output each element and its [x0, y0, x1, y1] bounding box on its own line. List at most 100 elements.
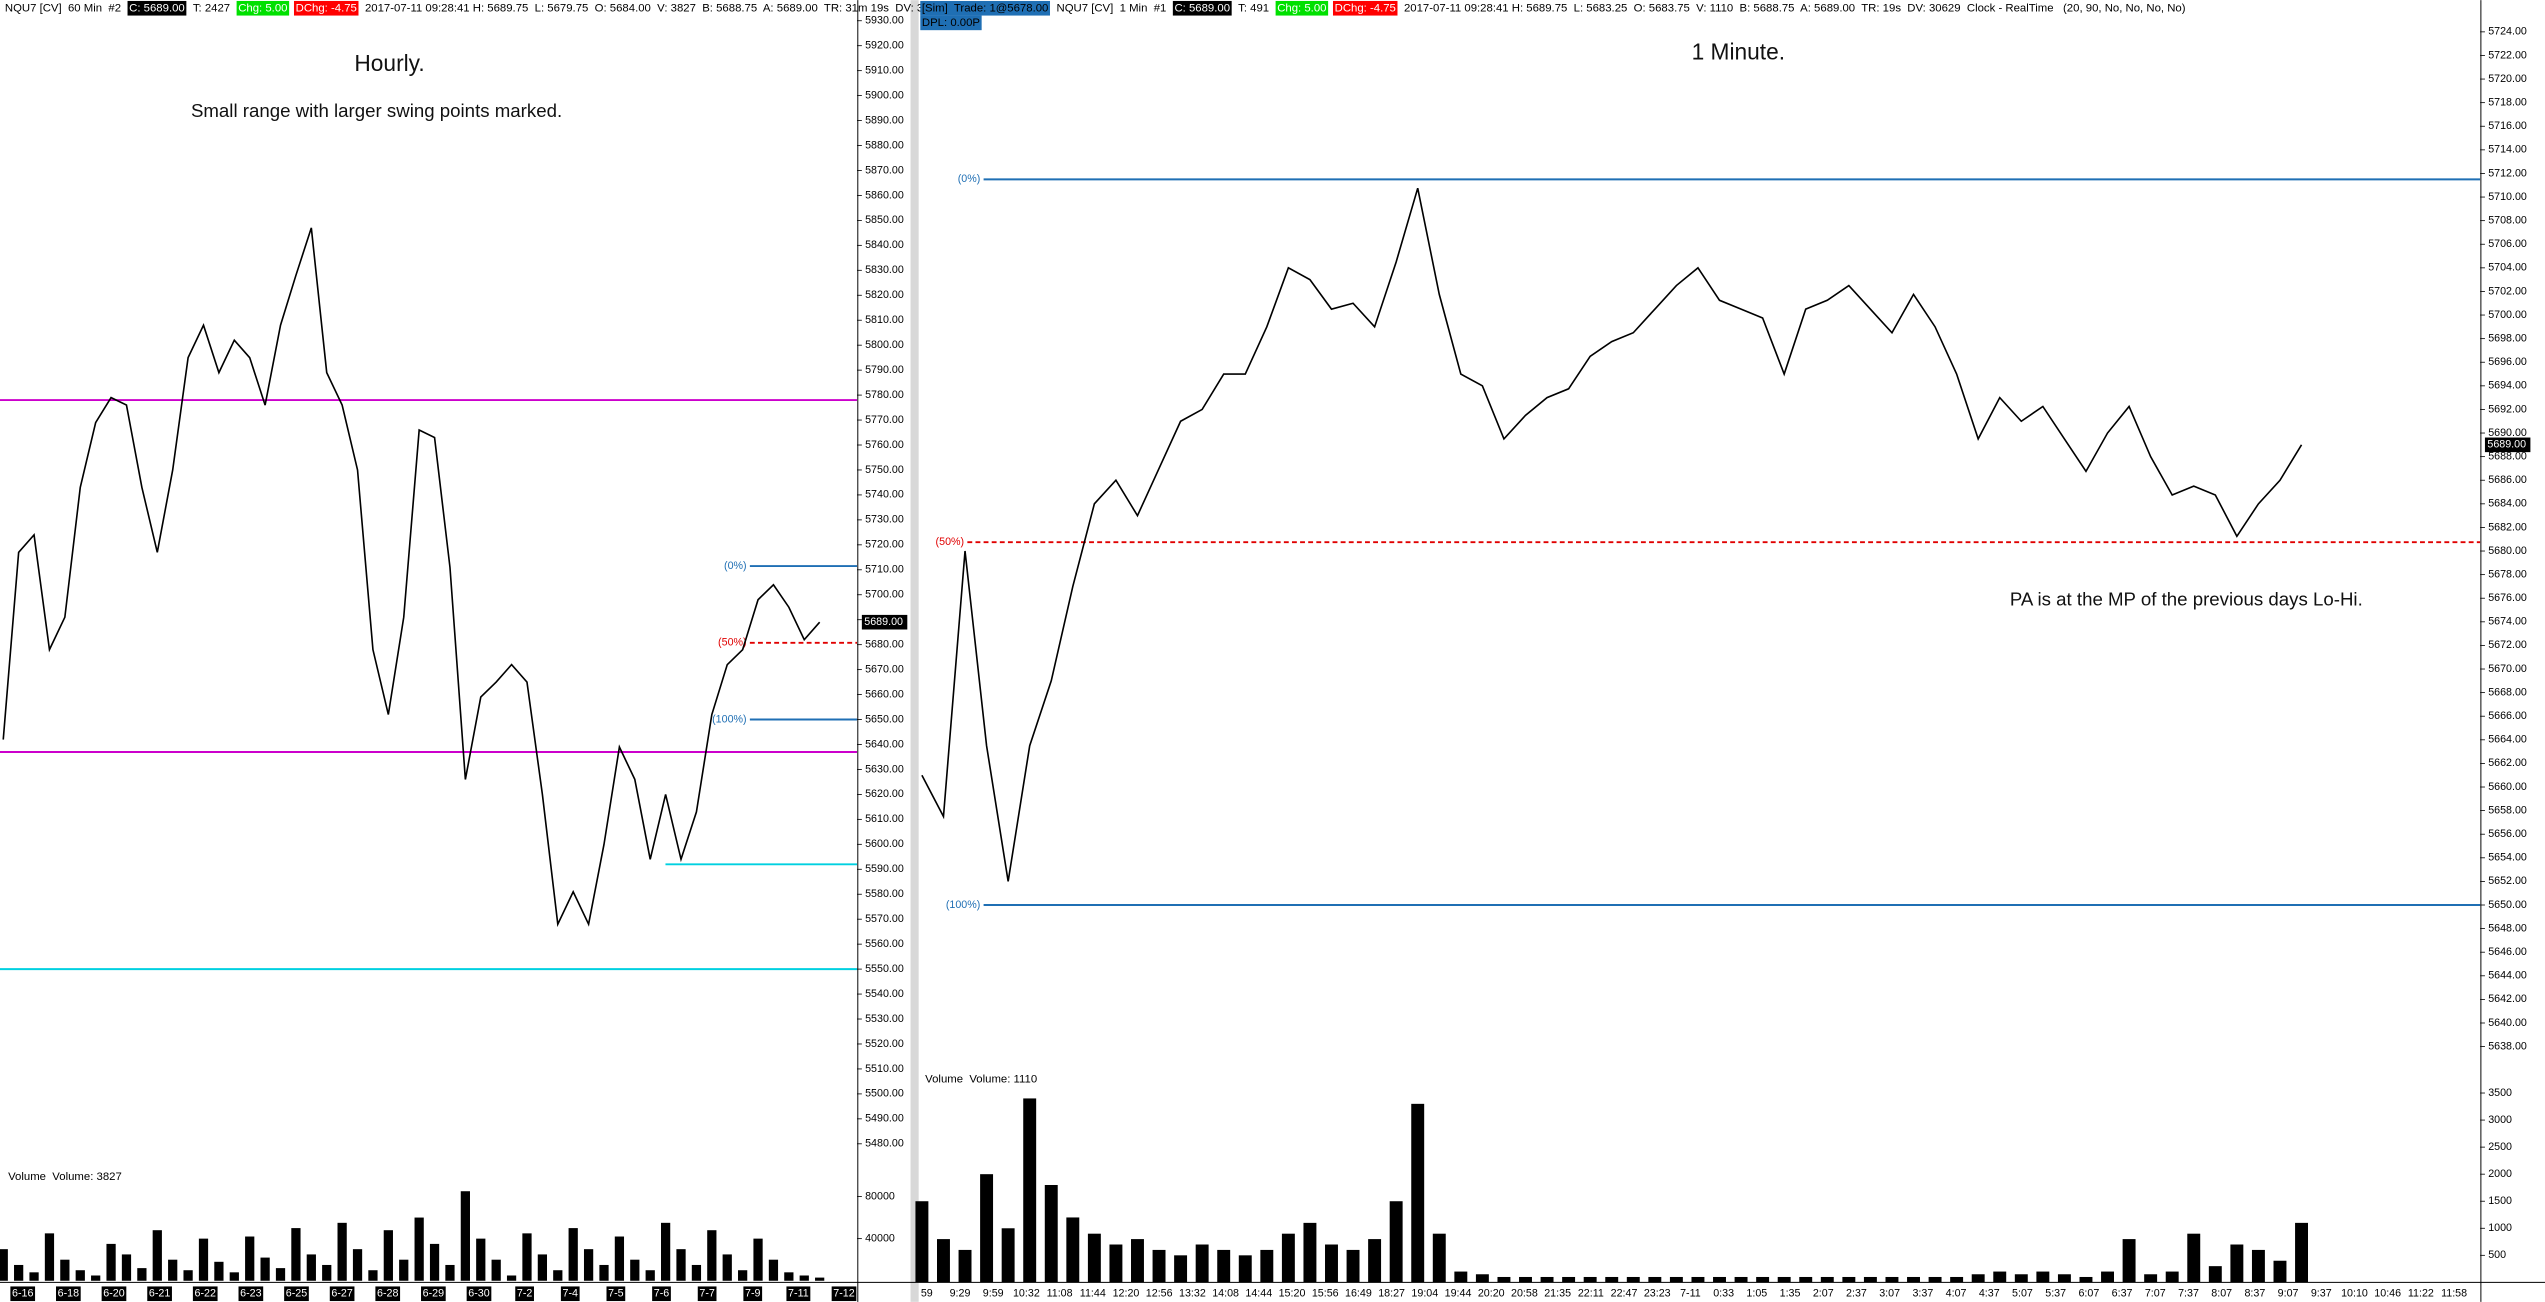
volume-bar: [614, 1236, 625, 1281]
volume-bar: [1583, 1276, 1597, 1283]
x-tick-label: 15:56: [1312, 1288, 1339, 1300]
volume-bar: [660, 1222, 671, 1281]
y-tick-label: 5672.00: [2488, 639, 2527, 651]
x-tick-label: 7:07: [2145, 1288, 2166, 1300]
header-box: [293, 0, 359, 16]
y-tick-label: 5670.00: [865, 663, 904, 675]
x-tick-label: 19:04: [1411, 1288, 1438, 1300]
volume-bar: [1820, 1276, 1834, 1283]
volume-bar: [1799, 1276, 1813, 1283]
header-text: DChg: -4.75: [296, 2, 357, 14]
x-tick-box: [466, 1286, 492, 1302]
x-tick-label: 10:10: [2341, 1288, 2368, 1300]
x-tick-label: 21:35: [1544, 1288, 1571, 1300]
volume-bar: [707, 1230, 717, 1281]
volume-bar: [337, 1222, 347, 1281]
y-tick-label: 5668.00: [2488, 686, 2527, 698]
volume-bar: [306, 1254, 316, 1281]
volume-bar: [722, 1254, 732, 1281]
volume-bar: [245, 1236, 255, 1281]
volume-bar: [260, 1257, 270, 1281]
x-tick-label: 3:37: [1912, 1288, 1933, 1300]
volume-bar: [1777, 1276, 1791, 1283]
volume-bar: [691, 1264, 702, 1281]
y-tick-label: 5710.00: [865, 564, 904, 576]
x-tick-box: [284, 1286, 309, 1302]
x-tick-box: [192, 1286, 218, 1302]
y-tick-label: 5540.00: [865, 988, 904, 1000]
y-tick-label: 5640.00: [865, 738, 904, 750]
x-tick-label: 10:32: [1013, 1288, 1040, 1300]
x-tick-box: [238, 1286, 264, 1302]
x-tick-label: 1:05: [1746, 1288, 1767, 1300]
volume-tick-label: 40000: [865, 1232, 895, 1244]
volume-bar: [322, 1264, 332, 1281]
x-tick-label: 4:07: [1946, 1288, 1967, 1300]
x-tick-label: 18:27: [1378, 1288, 1405, 1300]
volume-bar: [460, 1191, 470, 1281]
volume-bar: [152, 1230, 162, 1281]
volume-bar: [60, 1259, 70, 1281]
y-tick-label: 5686.00: [2488, 474, 2527, 486]
y-tick-label: 5696.00: [2488, 356, 2527, 368]
volume-bar: [915, 1201, 929, 1283]
volume-bar: [676, 1249, 686, 1281]
y-tick-label: 5810.00: [865, 314, 904, 326]
header-box: [1332, 0, 1398, 16]
y-tick-label: 5660.00: [865, 688, 904, 700]
x-tick-label: 6:37: [2112, 1288, 2133, 1300]
header-text: DChg: -4.75: [1335, 2, 1396, 14]
x-tick-label: 22:11: [1578, 1288, 1604, 1300]
volume-bar: [1174, 1255, 1188, 1283]
y-tick-label: 5654.00: [2488, 852, 2527, 864]
x-tick-label: 6-30: [468, 1288, 489, 1300]
y-tick-label: 5520.00: [865, 1038, 904, 1050]
x-tick-label: 7-12: [833, 1288, 854, 1300]
volume-bar: [630, 1259, 640, 1281]
volume-bar: [1756, 1276, 1770, 1283]
x-tick-label: 6-23: [240, 1288, 261, 1300]
price-line: [2, 227, 821, 928]
y-tick-label: 5698.00: [2488, 332, 2527, 344]
x-tick-label: 6-22: [195, 1288, 216, 1300]
y-tick-label: 5660.00: [2488, 781, 2527, 793]
x-tick-label: 7-11: [1680, 1288, 1701, 1300]
x-tick-label: 6-25: [286, 1288, 307, 1300]
header-text: 2017-07-11 09:28:41 H: 5689.75 L: 5679.7…: [365, 2, 923, 14]
volume-tick-label: 1500: [2488, 1195, 2512, 1207]
x-tick-label: 11:08: [1047, 1288, 1073, 1300]
header-text: DPL: 0.00P: [922, 17, 980, 29]
volume-bar: [1691, 1276, 1705, 1283]
level-label: (100%): [712, 713, 747, 725]
x-tick-label: 22:47: [1611, 1288, 1638, 1300]
x-tick-label: 13:32: [1179, 1288, 1206, 1300]
volume-bar: [2230, 1244, 2244, 1283]
x-tick-label: 15:20: [1279, 1288, 1306, 1300]
level-label: (50%): [936, 536, 965, 548]
x-tick-label: 5:07: [2012, 1288, 2033, 1300]
volume-bar: [1648, 1276, 1662, 1283]
volume-bar: [1432, 1233, 1446, 1283]
volume-bar: [506, 1275, 517, 1281]
y-tick-label: 5720.00: [865, 539, 904, 551]
y-tick-label: 5560.00: [865, 938, 904, 950]
volume-bar: [1217, 1249, 1231, 1283]
y-tick-label: 5590.00: [865, 863, 904, 875]
volume-bar: [1713, 1276, 1726, 1283]
x-tick-label: 7-9: [745, 1288, 761, 1300]
volume-bar: [2251, 1249, 2265, 1283]
x-tick-box: [375, 1286, 401, 1302]
volume-bar: [1109, 1244, 1123, 1283]
x-tick-label: 59: [921, 1288, 933, 1300]
volume-tick-label: 500: [2488, 1249, 2506, 1261]
volume-bar: [1605, 1276, 1619, 1283]
x-tick-label: 23:23: [1644, 1288, 1671, 1300]
panel-splitter[interactable]: [910, 0, 919, 1302]
x-tick-label: 9:29: [950, 1288, 971, 1300]
x-tick-label: 6-29: [423, 1288, 444, 1300]
chart-annotation: PA is at the MP of the previous days Lo-…: [2010, 589, 2363, 610]
header-text: C: 5689.00: [1174, 2, 1230, 14]
y-tick-label: 5750.00: [865, 464, 904, 476]
